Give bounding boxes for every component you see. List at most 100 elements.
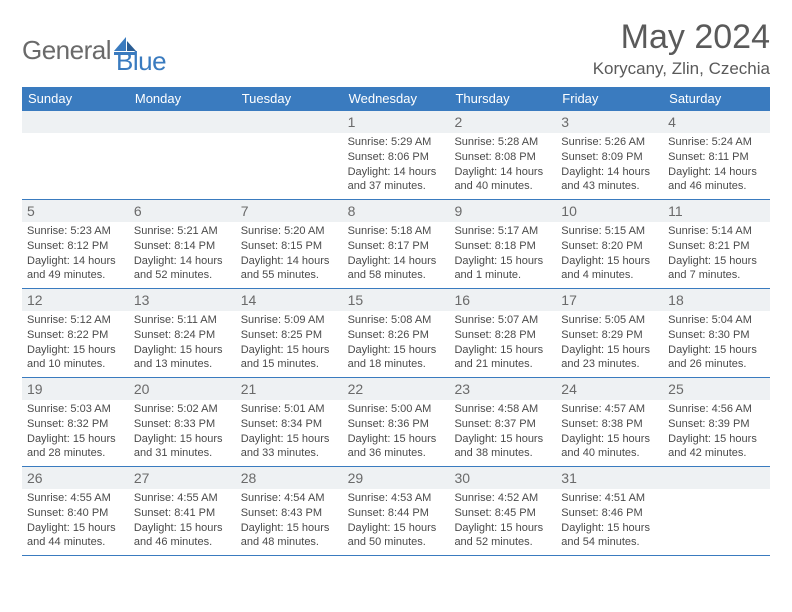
cell-dl1: Daylight: 15 hours [668,254,765,269]
cell-sunset: Sunset: 8:22 PM [27,328,124,343]
cell-dl2: and 54 minutes. [561,535,658,550]
cell-sunset: Sunset: 8:11 PM [668,150,765,165]
cell-sunrise: Sunrise: 4:57 AM [561,402,658,417]
cell-sunset: Sunset: 8:38 PM [561,417,658,432]
calendar-cell: 12Sunrise: 5:12 AMSunset: 8:22 PMDayligh… [22,289,129,377]
week-row: 1Sunrise: 5:29 AMSunset: 8:06 PMDaylight… [22,111,770,200]
day-number: 28 [236,467,343,489]
cell-dl2: and 46 minutes. [668,179,765,194]
cell-dl2: and 40 minutes. [561,446,658,461]
day-number: 9 [449,200,556,222]
cell-sunset: Sunset: 8:21 PM [668,239,765,254]
page-subtitle: Korycany, Zlin, Czechia [593,59,770,79]
cell-sunrise: Sunrise: 4:53 AM [348,491,445,506]
cell-dl1: Daylight: 14 hours [348,165,445,180]
calendar-cell [236,111,343,199]
cell-sunset: Sunset: 8:40 PM [27,506,124,521]
cell-dl2: and 13 minutes. [134,357,231,372]
cell-dl2: and 7 minutes. [668,268,765,283]
day-number: 8 [343,200,450,222]
cell-dl2: and 36 minutes. [348,446,445,461]
day-number: 21 [236,378,343,400]
cell-sunset: Sunset: 8:12 PM [27,239,124,254]
day-number: 5 [22,200,129,222]
cell-sunset: Sunset: 8:45 PM [454,506,551,521]
cell-dl2: and 49 minutes. [27,268,124,283]
cell-sunrise: Sunrise: 5:01 AM [241,402,338,417]
calendar-cell: 17Sunrise: 5:05 AMSunset: 8:29 PMDayligh… [556,289,663,377]
cell-sunset: Sunset: 8:44 PM [348,506,445,521]
calendar: Sunday Monday Tuesday Wednesday Thursday… [22,87,770,556]
calendar-cell: 5Sunrise: 5:23 AMSunset: 8:12 PMDaylight… [22,200,129,288]
cell-dl1: Daylight: 14 hours [348,254,445,269]
cell-dl2: and 4 minutes. [561,268,658,283]
day-number: 22 [343,378,450,400]
calendar-cell: 24Sunrise: 4:57 AMSunset: 8:38 PMDayligh… [556,378,663,466]
cell-dl2: and 42 minutes. [668,446,765,461]
day-number: 11 [663,200,770,222]
day-number-blank [129,111,236,133]
cell-sunrise: Sunrise: 5:20 AM [241,224,338,239]
cell-sunset: Sunset: 8:33 PM [134,417,231,432]
calendar-cell: 23Sunrise: 4:58 AMSunset: 8:37 PMDayligh… [449,378,556,466]
cell-dl2: and 23 minutes. [561,357,658,372]
logo-text-general: General [22,35,111,66]
cell-sunrise: Sunrise: 5:28 AM [454,135,551,150]
calendar-cell [129,111,236,199]
cell-sunrise: Sunrise: 5:18 AM [348,224,445,239]
calendar-cell: 16Sunrise: 5:07 AMSunset: 8:28 PMDayligh… [449,289,556,377]
cell-dl1: Daylight: 15 hours [241,521,338,536]
cell-dl1: Daylight: 15 hours [134,432,231,447]
cell-dl2: and 1 minute. [454,268,551,283]
cell-dl1: Daylight: 15 hours [27,432,124,447]
day-header-row: Sunday Monday Tuesday Wednesday Thursday… [22,87,770,111]
day-header-sunday: Sunday [22,87,129,111]
day-number: 18 [663,289,770,311]
cell-sunrise: Sunrise: 5:17 AM [454,224,551,239]
cell-sunset: Sunset: 8:36 PM [348,417,445,432]
day-number: 17 [556,289,663,311]
logo-text-blue: Blue [116,46,166,77]
calendar-page: General Blue May 2024 Korycany, Zlin, Cz… [0,0,792,566]
cell-sunrise: Sunrise: 4:54 AM [241,491,338,506]
day-number-blank [236,111,343,133]
cell-sunrise: Sunrise: 5:24 AM [668,135,765,150]
cell-dl1: Daylight: 15 hours [454,343,551,358]
calendar-cell: 22Sunrise: 5:00 AMSunset: 8:36 PMDayligh… [343,378,450,466]
cell-sunrise: Sunrise: 5:07 AM [454,313,551,328]
day-number: 12 [22,289,129,311]
day-header-tuesday: Tuesday [236,87,343,111]
logo: General Blue [22,24,168,77]
calendar-cell: 15Sunrise: 5:08 AMSunset: 8:26 PMDayligh… [343,289,450,377]
cell-dl2: and 52 minutes. [454,535,551,550]
cell-sunset: Sunset: 8:25 PM [241,328,338,343]
cell-dl1: Daylight: 14 hours [27,254,124,269]
calendar-cell: 27Sunrise: 4:55 AMSunset: 8:41 PMDayligh… [129,467,236,555]
cell-dl1: Daylight: 15 hours [454,521,551,536]
cell-dl2: and 38 minutes. [454,446,551,461]
cell-dl1: Daylight: 14 hours [134,254,231,269]
cell-dl2: and 46 minutes. [134,535,231,550]
cell-sunrise: Sunrise: 4:51 AM [561,491,658,506]
cell-sunrise: Sunrise: 4:58 AM [454,402,551,417]
cell-dl1: Daylight: 14 hours [454,165,551,180]
cell-sunset: Sunset: 8:17 PM [348,239,445,254]
day-number: 25 [663,378,770,400]
cell-sunrise: Sunrise: 5:26 AM [561,135,658,150]
cell-sunrise: Sunrise: 5:05 AM [561,313,658,328]
calendar-cell: 18Sunrise: 5:04 AMSunset: 8:30 PMDayligh… [663,289,770,377]
day-number: 26 [22,467,129,489]
cell-dl1: Daylight: 15 hours [668,432,765,447]
cell-dl2: and 31 minutes. [134,446,231,461]
cell-dl2: and 18 minutes. [348,357,445,372]
cell-sunset: Sunset: 8:18 PM [454,239,551,254]
cell-sunrise: Sunrise: 5:11 AM [134,313,231,328]
day-number: 20 [129,378,236,400]
cell-dl1: Daylight: 15 hours [348,343,445,358]
cell-sunset: Sunset: 8:08 PM [454,150,551,165]
day-number: 10 [556,200,663,222]
cell-dl2: and 58 minutes. [348,268,445,283]
cell-sunset: Sunset: 8:15 PM [241,239,338,254]
page-title: May 2024 [593,18,770,57]
cell-sunset: Sunset: 8:39 PM [668,417,765,432]
